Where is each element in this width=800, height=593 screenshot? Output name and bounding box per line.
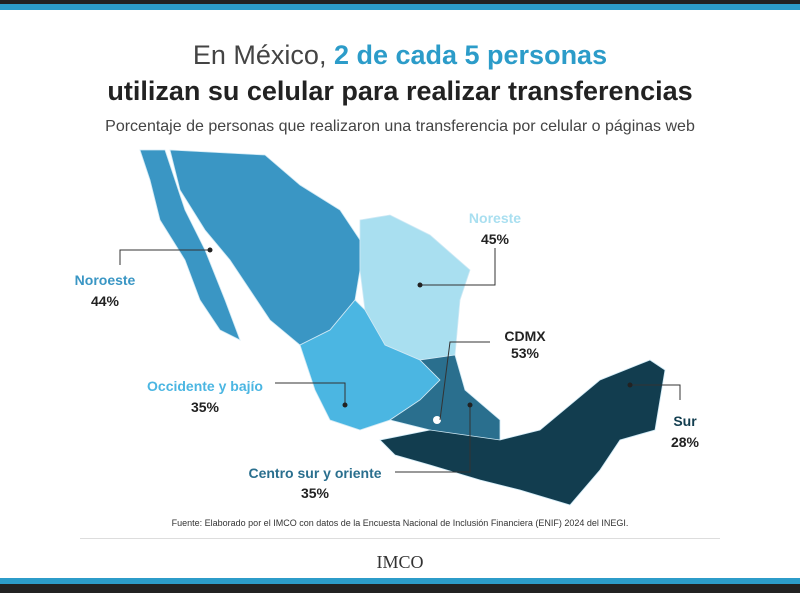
leader — [630, 384, 681, 400]
region-label: Sur — [673, 413, 697, 429]
region-label: CDMX — [504, 328, 546, 344]
region-value: 44% — [90, 293, 120, 309]
bottom-bar — [0, 584, 800, 593]
leader — [420, 248, 496, 286]
dot — [417, 282, 423, 288]
logo: IMCO — [376, 552, 424, 572]
region-value: 35% — [300, 485, 330, 501]
cdmx-marker — [433, 416, 441, 424]
top-bar — [0, 0, 800, 4]
region-value: 45% — [480, 231, 510, 247]
region-value: 35% — [190, 399, 220, 415]
title-highlight: 2 de cada 5 personas — [333, 40, 608, 70]
region-label: Occidente y bajío — [147, 378, 263, 394]
leader — [439, 341, 490, 421]
top-accent — [0, 4, 800, 10]
title-line2: utilizan su celular para realizar transf… — [107, 76, 693, 106]
region-noroeste — [139, 149, 241, 341]
leader — [275, 382, 346, 405]
bottom-accent — [0, 578, 800, 584]
region-label: Centro sur y oriente — [248, 465, 382, 481]
region-value: 53% — [510, 345, 540, 361]
region-label: Noroeste — [74, 272, 136, 288]
leader — [119, 249, 210, 265]
dot — [207, 247, 213, 253]
title-text: En México, — [192, 40, 334, 70]
subtitle: Porcentaje de personas que realizaron un… — [105, 118, 695, 135]
divider — [80, 538, 720, 539]
region-label: Noreste — [468, 210, 522, 226]
leader — [395, 405, 471, 473]
dot — [342, 402, 348, 408]
dot — [627, 382, 633, 388]
source: Fuente: Elaborado por el IMCO con datos … — [171, 518, 629, 528]
dot — [467, 402, 473, 408]
title: En México, 2 de cada 5 personas — [0, 40, 800, 71]
region-value: 28% — [670, 434, 700, 450]
